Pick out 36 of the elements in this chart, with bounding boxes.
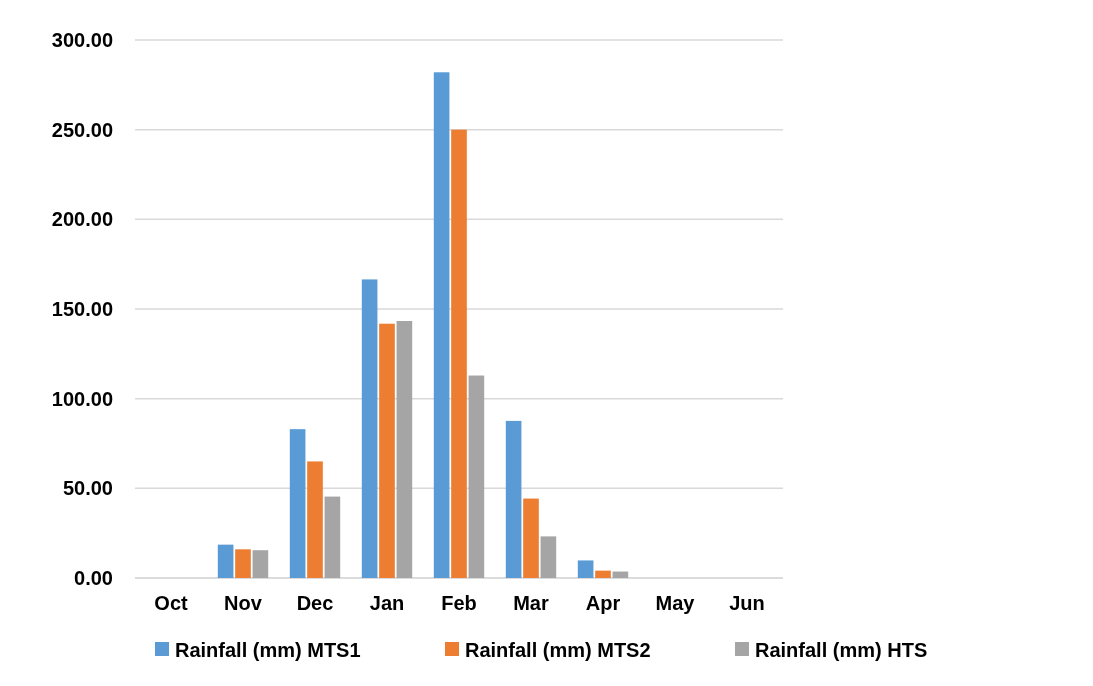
bar xyxy=(505,420,522,578)
y-tick-label: 0.00 xyxy=(74,567,113,589)
y-tick-label: 250.00 xyxy=(51,118,113,141)
x-tick-label: Mar xyxy=(513,592,549,614)
bar xyxy=(577,560,594,578)
bar xyxy=(217,544,234,578)
bar xyxy=(235,549,251,578)
bar xyxy=(595,570,611,578)
x-tick-label: Oct xyxy=(154,592,189,614)
bar xyxy=(451,129,467,578)
legend-label: Rainfall (mm) MTS2 xyxy=(465,639,651,661)
y-tick-label: 200.00 xyxy=(51,208,113,231)
bar xyxy=(396,321,413,578)
bar xyxy=(324,496,341,578)
bar xyxy=(523,498,539,578)
y-tick-label: 150.00 xyxy=(51,298,113,320)
x-tick-label: Dec xyxy=(296,592,334,614)
bar xyxy=(361,279,378,578)
bar xyxy=(540,536,557,578)
y-tick-label: 300.00 xyxy=(51,29,113,51)
x-tick-label: Feb xyxy=(441,592,477,614)
x-tick-label: May xyxy=(655,592,696,614)
bar xyxy=(289,429,306,578)
legend-label: Rainfall (mm) MTS1 xyxy=(175,639,361,661)
bar xyxy=(379,323,395,578)
bar xyxy=(307,461,323,578)
legend-label: Rainfall (mm) HTS xyxy=(755,639,928,661)
x-tick-label: Jan xyxy=(369,592,405,614)
y-tick-label: 50.00 xyxy=(62,477,113,500)
bar xyxy=(252,550,269,578)
bar xyxy=(468,375,485,578)
y-tick-label: 100.00 xyxy=(51,387,113,410)
bar xyxy=(433,72,450,578)
x-tick-label: Apr xyxy=(585,592,621,614)
x-tick-label: Jun xyxy=(729,592,765,614)
x-tick-label: Nov xyxy=(224,592,263,614)
